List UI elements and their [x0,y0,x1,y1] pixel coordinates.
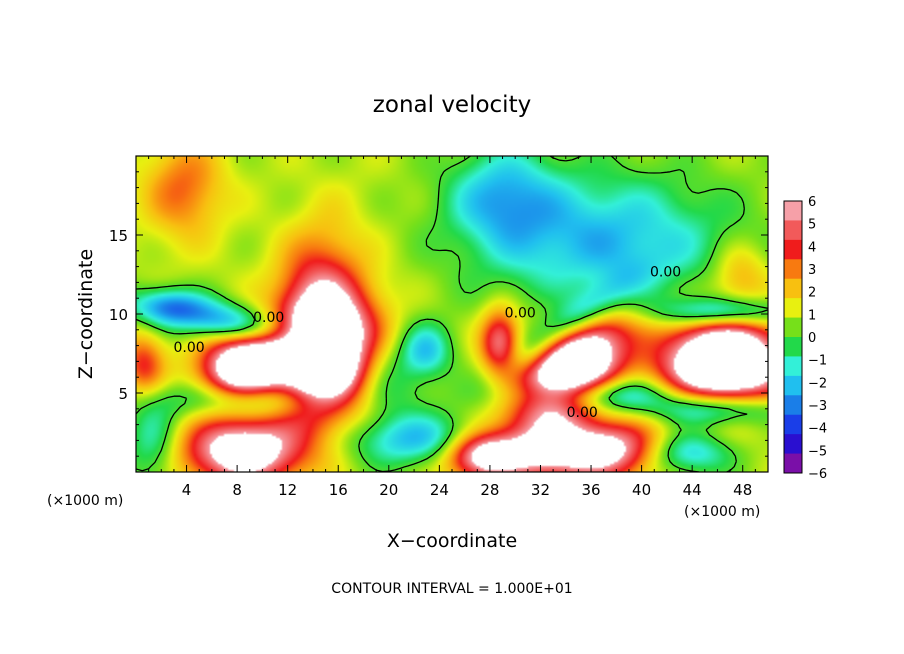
x-tick-label: 20 [379,481,398,499]
contour-labels: 0.00 0.00 0.00 0.00 0.00 [174,264,682,421]
x-tick-label: 40 [632,481,651,499]
colorbar-tick-label: 4 [808,240,816,255]
x-tick-label: 28 [480,481,499,499]
x-axis-title: X−coordinate [387,530,517,552]
x-tick-label: 48 [733,481,752,499]
colorbar-tick-label: −5 [808,444,827,459]
y-tick-label: 10 [109,306,128,324]
y-axis: 5 10 15 [109,171,768,457]
contour-label: 0.00 [650,264,681,280]
contour-label: 0.00 [253,310,284,326]
colorbar-tick-label: −1 [808,354,827,369]
colorbar-swatch [784,317,802,338]
x-tick-label: 44 [683,481,702,499]
colorbar-tick-label: −3 [808,399,827,414]
colorbar-swatch [784,298,802,319]
y-tick-label: 5 [118,385,128,403]
colorbar-tick-label: −4 [808,422,827,437]
colorbar-swatch [784,434,802,455]
colorbar-tick-label: 5 [808,218,816,233]
colorbar-swatch [784,395,802,416]
y-tick-label: 15 [109,227,128,245]
x-tick-label: 32 [531,481,550,499]
colorbar-swatch [784,201,802,221]
x-unit-label-left: (×1000 m) [47,493,123,509]
x-axis: 4 8 12 16 20 24 28 32 36 40 44 48 [148,156,756,499]
colorbar-swatch [784,259,802,280]
x-unit-label-right: (×1000 m) [684,504,760,520]
contour-label: 0.00 [567,405,598,421]
colorbar-tick-label: −2 [808,376,827,391]
zero-contour-lines [136,156,768,472]
contour-label: 0.00 [505,305,536,321]
y-axis-title: Z−coordinate [75,249,97,379]
colorbar-swatch [784,375,802,396]
colorbar-swatch [784,356,802,377]
colorbar-tick-label: 6 [808,195,816,210]
x-tick-label: 24 [430,481,449,499]
colorbar-swatch [784,453,802,474]
colorbar-frame [783,200,803,474]
colorbar-tick-label: 2 [808,286,816,301]
x-tick-label: 4 [182,481,192,499]
colorbar-tick-label: 3 [808,263,816,278]
contour-label: 0.00 [174,340,205,356]
contour-interval-footer: CONTOUR INTERVAL = 1.000E+01 [331,581,572,597]
x-tick-label: 16 [329,481,348,499]
colorbar-swatch [784,337,802,357]
colorbar-tick-label: 0 [808,331,816,346]
x-tick-label: 36 [581,481,600,499]
x-tick-label: 12 [278,481,297,499]
x-tick-label: 8 [232,481,242,499]
zero-contour-path [136,156,768,472]
colorbar-swatch [784,239,802,260]
heatmap-area: 0.00 0.00 0.00 0.00 0.00 [136,156,768,472]
colorbar-swatch [784,414,802,435]
colorbar: 6 5 4 3 2 1 0 −1 −2 −3 −4 −5 −6 [783,195,827,482]
chart-title: zonal velocity [373,92,531,118]
velocity-field-image [136,156,768,472]
colorbar-tick-label: −6 [808,467,827,482]
colorbar-swatch [784,220,802,241]
colorbar-swatch [784,278,802,299]
colorbar-tick-label: 1 [808,308,816,323]
